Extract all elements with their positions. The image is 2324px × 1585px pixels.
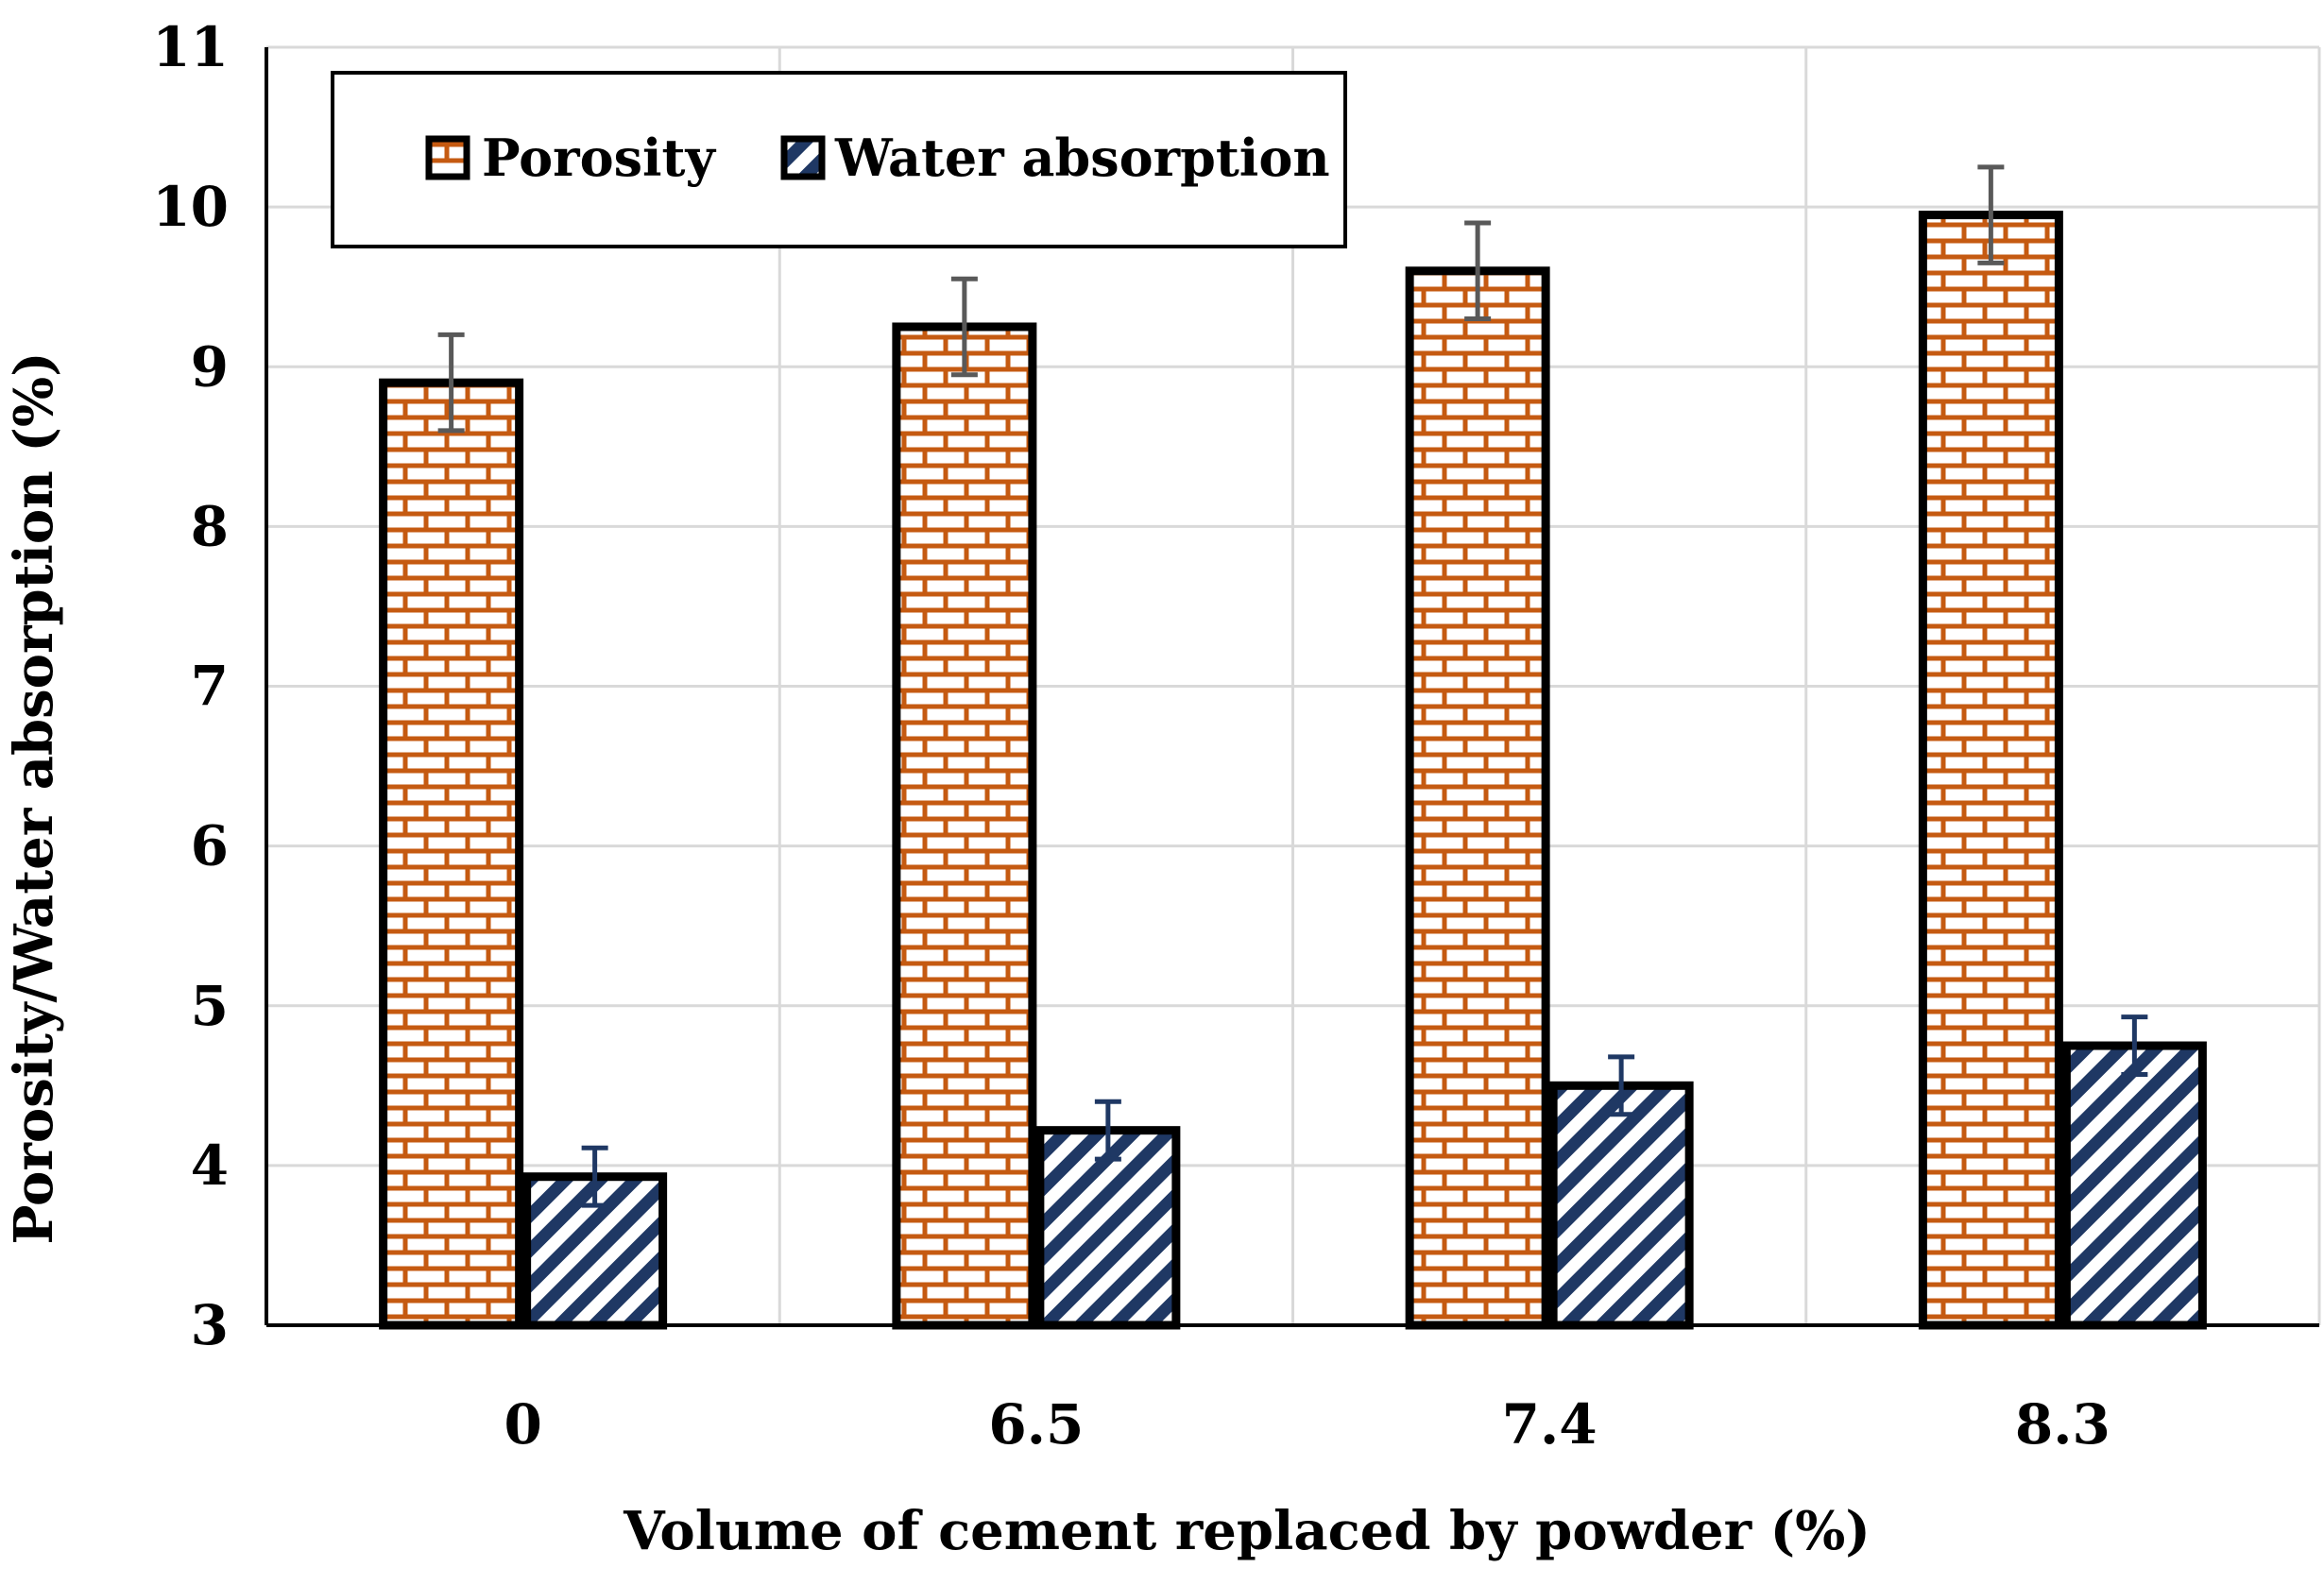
bar-water-absorption — [1548, 1081, 1694, 1330]
legend-box — [331, 71, 1347, 248]
x-tick-label: 6.5 — [988, 1392, 1084, 1457]
y-tick-label: 9 — [191, 334, 229, 399]
error-bar — [1977, 164, 2005, 265]
y-tick-label: 5 — [191, 974, 229, 1038]
error-bar — [1608, 1054, 1635, 1117]
y-tick-label: 6 — [191, 814, 229, 878]
x-tick-label: 0 — [504, 1392, 541, 1457]
y-tick-label: 11 — [152, 15, 229, 79]
bar-water-absorption — [2061, 1041, 2207, 1330]
legend-swatch-water-absorption — [780, 135, 826, 180]
y-tick-label: 3 — [191, 1293, 229, 1357]
y-tick-label: 7 — [191, 655, 229, 719]
bar-porosity — [1405, 266, 1550, 1330]
y-axis-title: Porosity/Water absorption (%) — [3, 351, 65, 1244]
x-tick-label: 8.3 — [2015, 1392, 2110, 1457]
error-bar — [1464, 220, 1492, 322]
tick-labels: 3 4 5 6 7 8 9 10 11 0 6.5 7.4 8.3 — [152, 15, 2110, 1457]
x-tick-label: 7.4 — [1502, 1392, 1598, 1457]
legend-swatch-porosity — [425, 135, 470, 180]
bar-porosity — [1918, 211, 2063, 1330]
legend: Porosity Water absorption — [331, 71, 1347, 248]
x-axis-title: Volume of cement replaced by powder (%) — [623, 1500, 1871, 1562]
y-tick-label: 10 — [152, 175, 229, 239]
error-bar — [1094, 1099, 1121, 1162]
legend-label-water-absorption: Water absorption — [834, 128, 1330, 188]
error-bar — [437, 332, 465, 434]
error-bar — [950, 276, 978, 378]
bar-porosity — [379, 378, 524, 1330]
error-bar — [2121, 1014, 2148, 1077]
bar-porosity — [892, 322, 1037, 1330]
y-tick-label: 4 — [191, 1133, 229, 1198]
axes — [265, 47, 2319, 1327]
legend-label-porosity: Porosity — [482, 128, 716, 188]
y-tick-label: 8 — [191, 494, 229, 558]
error-bar — [581, 1145, 608, 1208]
